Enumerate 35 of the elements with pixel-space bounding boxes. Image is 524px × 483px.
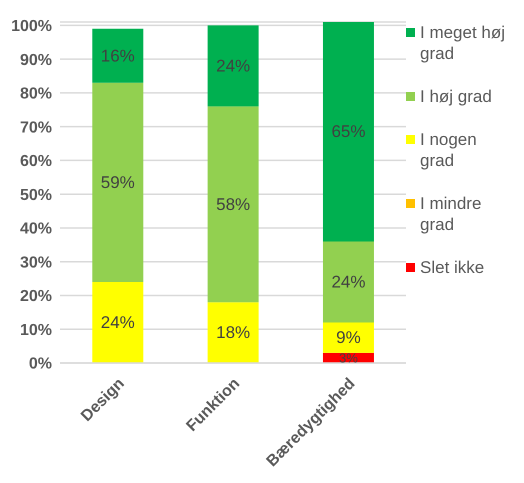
y-tick-label: 90% <box>20 52 52 69</box>
bar <box>92 82 144 282</box>
bar <box>92 28 144 83</box>
bar <box>208 106 259 302</box>
legend-label: I høj grad <box>420 86 492 107</box>
data-label: 3% <box>338 350 358 366</box>
y-tick-label: 100% <box>11 18 52 36</box>
y-tick-label: 20% <box>20 288 52 306</box>
data-label: 16% <box>100 46 135 66</box>
y-tick-label: 0% <box>28 356 52 373</box>
legend-label: I mindre grad <box>420 193 482 235</box>
data-label: 9% <box>336 328 361 348</box>
bar <box>322 241 374 322</box>
data-label: 24% <box>100 312 135 332</box>
y-tick-label: 50% <box>20 186 52 204</box>
data-label: 24% <box>216 56 250 76</box>
y-tick-label: 80% <box>20 86 52 103</box>
data-label: 24% <box>331 272 366 292</box>
bar <box>322 322 374 353</box>
y-tick-label: 40% <box>20 220 52 238</box>
data-label: 58% <box>216 194 250 214</box>
y-tick-label: 30% <box>20 254 52 272</box>
bar <box>208 302 259 363</box>
y-tick-label: 60% <box>20 153 52 170</box>
bar <box>92 282 144 363</box>
y-tick-label: 10% <box>20 322 52 339</box>
legend-label: I meget høj grad <box>420 22 506 64</box>
y-tick-label: 70% <box>20 119 52 136</box>
legend-label: Slet ikke <box>420 257 484 278</box>
bar <box>208 25 259 106</box>
data-label: 59% <box>100 172 135 192</box>
data-label: 18% <box>216 323 250 342</box>
bar <box>322 22 374 242</box>
legend-label: I nogen grad <box>420 129 478 171</box>
data-label: 65% <box>331 122 366 142</box>
